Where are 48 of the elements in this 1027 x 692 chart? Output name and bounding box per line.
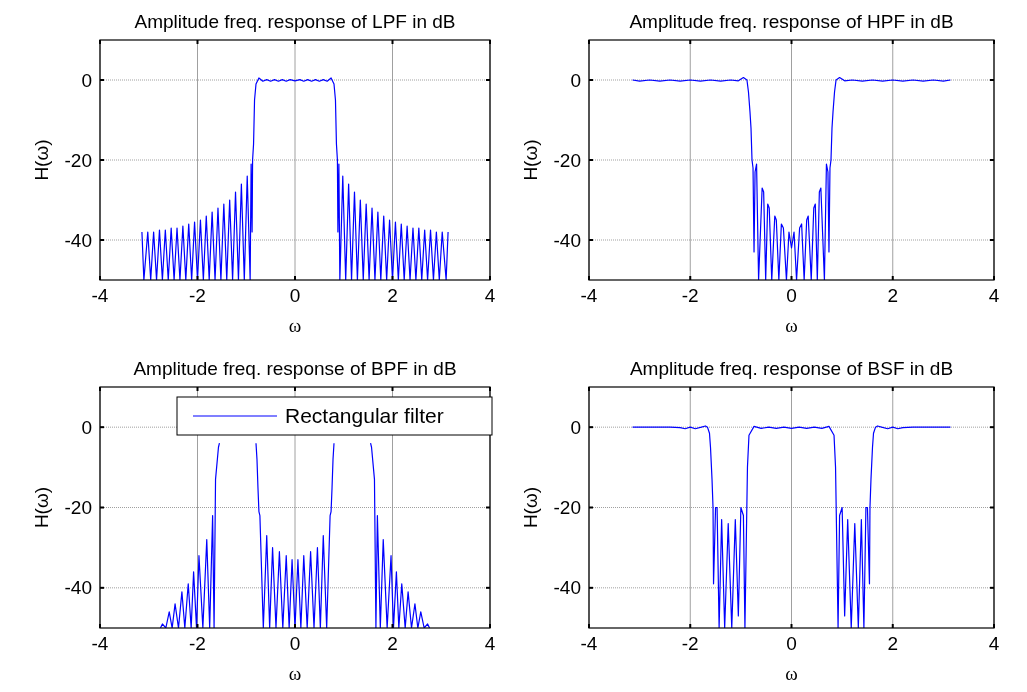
y-tick-label: -40: [64, 229, 92, 251]
y-tick-label: 0: [570, 69, 581, 91]
y-tick-label: -20: [553, 497, 581, 519]
x-tick-label: 2: [387, 633, 398, 654]
x-tick-label: -4: [91, 633, 109, 654]
line-series: [631, 77, 952, 280]
x-axis-title: ω: [785, 663, 798, 684]
chart-title: Amplitude freq. response of LPF in dB: [134, 11, 456, 32]
x-axis-title: ω: [785, 315, 798, 336]
x-tick-label: 4: [484, 285, 496, 306]
chart-title: Amplitude freq. response of BPF in dB: [133, 358, 457, 379]
y-tick-label: 0: [570, 416, 581, 438]
x-tick-label: 4: [988, 285, 1000, 306]
x-tick-label: -4: [580, 285, 598, 306]
y-tick-label: -40: [553, 229, 581, 251]
y-axis-title: H(ω): [520, 486, 541, 529]
line-series: [141, 77, 449, 280]
x-tick-label: 2: [887, 633, 899, 654]
y-tick-label: -40: [553, 577, 581, 599]
y-tick-label: -40: [64, 577, 92, 599]
x-tick-label: 2: [387, 285, 398, 306]
x-tick-label: -2: [189, 633, 206, 654]
x-tick-label: 0: [289, 285, 301, 306]
y-tick-label: -20: [64, 497, 92, 519]
x-tick-label: -2: [681, 633, 699, 654]
x-tick-label: -4: [580, 633, 598, 654]
x-tick-label: -2: [189, 285, 206, 306]
x-axis-title: ω: [288, 663, 302, 684]
y-axis-title: H(ω): [31, 486, 52, 529]
x-tick-label: 2: [887, 285, 899, 306]
chart-title: Amplitude freq. response of BSF in dB: [629, 358, 954, 379]
chart-title: Amplitude freq. response of HPF in dB: [629, 11, 954, 32]
y-tick-label: 0: [81, 69, 92, 91]
x-tick-label: 0: [786, 633, 797, 654]
line-series: [631, 425, 952, 628]
x-tick-label: 0: [289, 633, 301, 654]
y-tick-label: -20: [553, 149, 581, 171]
x-axis-title: ω: [288, 315, 302, 336]
x-tick-label: 4: [988, 633, 1000, 654]
x-tick-label: 0: [786, 285, 797, 306]
y-tick-label: -20: [64, 149, 92, 171]
x-tick-label: 4: [484, 633, 496, 654]
x-tick-label: -2: [681, 285, 699, 306]
x-tick-label: -4: [91, 285, 109, 306]
y-axis-title: H(ω): [31, 139, 52, 181]
y-tick-label: 0: [81, 416, 92, 438]
legend-label: Rectangular filter: [285, 404, 444, 428]
y-axis-title: H(ω): [520, 139, 541, 181]
